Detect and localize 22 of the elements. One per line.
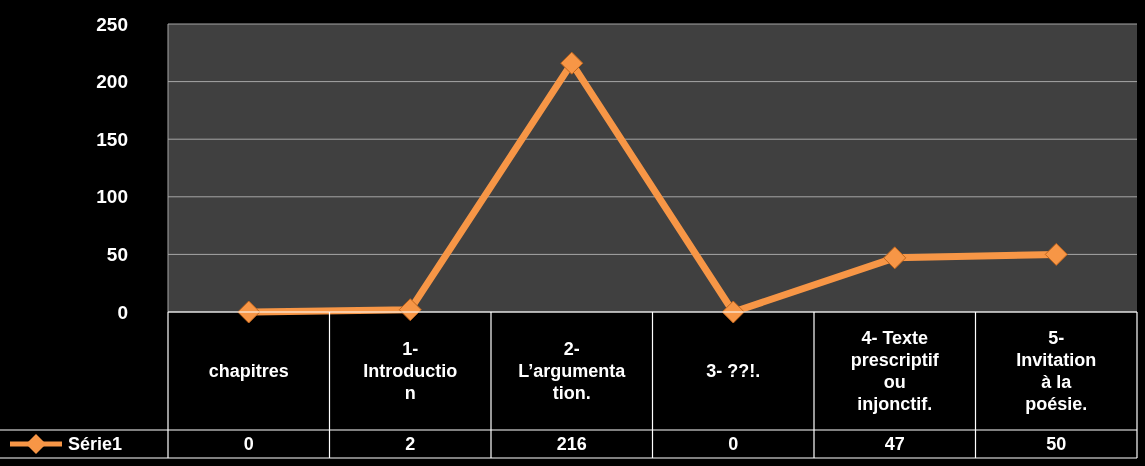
x-tick-label: 4- Texte prescriptif ou injonctif. <box>850 328 940 415</box>
y-tick-label: 100 <box>96 186 128 208</box>
point <box>560 51 584 75</box>
legend-label: Série1 <box>68 434 123 455</box>
y-tick-label: 200 <box>96 71 128 93</box>
x-tick-label: 5- Invitation à la poésie. <box>1016 328 1097 415</box>
point <box>1044 242 1068 266</box>
y-tick-label: 0 <box>117 301 128 323</box>
data-label: 0 <box>243 434 254 455</box>
data-label: 216 <box>556 434 587 455</box>
x-tick-label: 2- L’argumentation. <box>518 339 627 404</box>
data-label: 2 <box>405 434 416 455</box>
x-tick-label: 1- Introduction <box>363 339 458 404</box>
y-tick-label: 250 <box>96 13 128 35</box>
x-tick-label: chapitres <box>208 361 289 382</box>
data-label: 0 <box>728 434 739 455</box>
point <box>883 246 907 270</box>
data-label: 47 <box>884 434 905 455</box>
y-tick-label: 50 <box>106 244 128 266</box>
y-tick-label: 150 <box>96 128 128 150</box>
x-tick-label: 3- ??!. <box>706 361 761 382</box>
data-label: 50 <box>1046 434 1067 455</box>
